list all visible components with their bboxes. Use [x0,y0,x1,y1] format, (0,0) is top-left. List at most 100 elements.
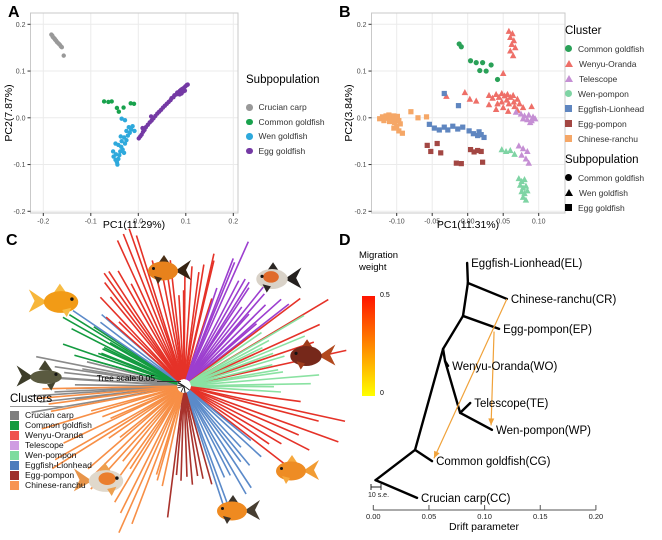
tree-edge [458,411,494,432]
tick-label: -0.1 [85,219,97,226]
legend-item: Telescope [565,71,662,86]
legend-marker-square [10,440,19,450]
panel-b-legend: Cluster Common goldfish Wenyu-Oranda Teles… [565,25,662,215]
legend-item: Wenyu-Oranda [565,56,662,71]
legend-item-label: Common goldfish [578,172,645,183]
series-wen-goldfish [110,116,137,167]
legend-marker-circle [246,104,253,111]
tree-edge [441,347,447,363]
tree-edge [458,401,472,415]
tick-label: 0.20 [589,512,604,521]
legend-marker-square [10,470,19,480]
tree-cluster-wen-pompon [189,314,320,393]
legend-item: Common goldfish [246,115,332,130]
panel-label-b: B [339,4,351,21]
tick-label: 0.0 [357,115,367,122]
fish-photo-chocolate-oranda [290,339,336,370]
legend-item-label: Egg-pompon [578,118,627,129]
migration-weight-colorbar [362,296,375,396]
legend-item: Wenyu-Oranda [10,430,122,440]
migration-weight-title-line1: Migration [359,250,399,261]
tick-label: 0.2 [16,22,26,29]
panel-label-d: D [339,232,351,249]
tip-label-te: Telescope(TE) [474,398,548,410]
tick-label: -0.10 [389,219,405,226]
migration-arrowhead [488,418,495,426]
tick-label: -0.1 [13,162,25,169]
tick-label: 0.0 [133,219,143,226]
panel-d-x-axis-title: Drift parameter [448,521,520,533]
legend-item-label: Wen-pompon [25,450,77,460]
tick-label: 0.2 [357,22,367,29]
series-common-goldfish [456,41,501,83]
tree-edge [461,314,501,331]
tick-label: 0.2 [228,219,238,226]
legend-item-label: Egg goldfish [258,145,306,156]
legend-marker-circle [565,174,572,181]
legend-marker-triangle [565,75,573,82]
tree-cluster-common-goldfish [62,314,179,385]
tip-label-cc: Crucian carp(CC) [421,493,511,505]
drift-axis: 0.00 0.05 0.10 0.15 0.20 [366,505,603,521]
series-egg-goldfish [136,82,190,141]
panel-label-a: A [8,4,20,21]
radial-tree [30,228,347,534]
tree-edge [413,448,434,463]
standard-error-scale-label: 10 s.e. [368,492,390,499]
legend-marker-square [10,420,19,430]
legend-item: Common goldfish [565,170,662,185]
fish-photo-orange-ryukin [217,495,260,524]
tick-label: -0.05 [424,219,440,226]
panel-c-legend-title: Clusters [10,393,68,407]
tick-label: 0.15 [533,512,548,521]
tip-label-cg: Common goldfish(CG) [436,456,551,468]
legend-marker-circle [565,90,572,97]
tree-edge [374,478,419,500]
legend-item: Telescope [10,440,122,450]
tip-label-wp: Wen-pompon(WP) [496,425,591,437]
legend-item: Wen-pompon [565,86,662,101]
migration-edge [433,298,508,459]
tick-label: 0.1 [181,219,191,226]
panel-b-y-axis-title: PC2(3.84%) [343,84,355,142]
legend-item: Crucian carp [10,410,122,420]
series-wen-pompon [498,146,531,203]
legend-item: Common goldfish [565,41,662,56]
tree-edge [465,261,470,285]
legend-item-label: Egg-pompon [25,470,75,480]
tick-label: -0.2 [354,209,366,216]
legend-item: Wen-pompon [10,450,122,460]
tip-label-wo: Wenyu-Oranda(WO) [452,361,557,373]
tick-label: 0.10 [532,219,546,226]
legend-marker-square [10,450,19,460]
legend-item-label: Crucian carp [258,102,307,113]
legend-item: Egg goldfish [565,200,662,215]
panel-b-x-axis-title: PC1(11.31%) [436,219,500,231]
panel-a-y-axis-title: PC2(7.87%) [3,84,15,142]
legend-item: Chinese-ranchu [565,131,662,146]
tree-cluster-eggfish-lionhead [185,389,262,516]
fish-photo-red-oranda [148,255,191,284]
treemix-tree: Eggfish-Lionhead(EL) Chinese-ranchu(CR) Eg… [362,258,616,505]
fish-photo-red-white-ranchu [73,462,124,496]
panel-a-legend-title: Subpopulation [246,74,320,86]
legend-marker-square [565,105,572,112]
fish-photo-golden-wen [28,283,79,317]
series-chinese-ranchu [377,109,430,136]
legend-marker-square [10,460,19,470]
legend-marker-square [565,120,572,127]
legend-item-label: Wen goldfish [579,187,628,198]
tree-edge [461,281,470,318]
legend-marker-square [10,480,19,490]
panel-c-legend: Clusters Crucian carp Common goldfish Weny… [10,393,122,490]
tick-label: 0.00 [461,219,475,226]
legend-item: Egg-pompon [10,470,122,480]
panel-a-x-axis-title: PC1(11.29%) [102,219,166,231]
tick-label: -0.1 [354,162,366,169]
legend-marker-triangle [565,60,573,67]
tick-label: 0.1 [16,69,26,76]
migration-weight-title-line2: weight [359,261,387,273]
legend-item: Wen goldfish [246,129,332,144]
panel-b-subpop-legend-items: Common goldfish Wen goldfish Egg goldfish [565,170,662,215]
legend-item: Common goldfish [10,420,122,430]
